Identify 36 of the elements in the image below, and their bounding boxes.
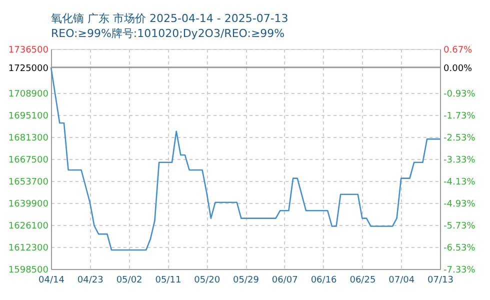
y2-tick-label: -1.73%	[444, 112, 476, 122]
y2-tick-label: -3.33%	[444, 156, 476, 166]
chart-subtitle: REO:≥99%牌号:101020;Dy2O3/REO:≥99%	[51, 27, 285, 40]
y-tick-label: 1612300	[8, 244, 49, 254]
y-tick-label: 1695100	[8, 112, 49, 122]
y-tick-label: 1725000	[8, 64, 49, 74]
x-tick-label: 05/11	[155, 276, 182, 286]
y2-tick-label: -6.53%	[444, 244, 476, 254]
y2-tick-label: -5.73%	[444, 222, 476, 232]
chart-title: 氧化镝 广东 市场价 2025-04-14 - 2025-07-13	[51, 12, 288, 25]
y-tick-label: 1598500	[8, 266, 49, 276]
x-tick-label: 05/02	[116, 276, 142, 286]
y2-tick-label: -2.53%	[444, 134, 476, 144]
y-tick-label: 1667500	[8, 156, 49, 166]
y-tick-label: 1736500	[8, 46, 49, 56]
y-tick-label: 1639900	[8, 200, 49, 210]
x-tick-label: 04/23	[77, 276, 104, 286]
x-tick-label: 06/07	[272, 276, 298, 286]
x-tick-label: 06/16	[310, 276, 338, 286]
y2-tick-label: 0.00%	[444, 64, 473, 74]
y-tick-label: 1653700	[8, 178, 49, 188]
line-series	[50, 66, 441, 251]
y2-tick-label: -7.33%	[444, 266, 476, 276]
x-tick-label: 06/25	[350, 276, 376, 286]
y2-tick-label: 0.67%	[444, 46, 473, 56]
x-tick-label: 04/14	[38, 276, 65, 286]
y2-tick-label: -0.93%	[444, 90, 476, 100]
y2-tick-label: -4.93%	[444, 200, 476, 210]
x-tick-label: 05/20	[194, 276, 220, 286]
y-tick-label: 1681300	[8, 134, 49, 144]
x-tick-label: 05/29	[233, 276, 260, 286]
y-tick-label: 1708900	[8, 90, 49, 100]
y2-tick-label: -4.13%	[444, 178, 476, 188]
y-tick-label: 1626100	[8, 222, 49, 232]
x-tick-label: 07/04	[388, 276, 415, 286]
x-tick-label: 07/13	[428, 276, 454, 286]
